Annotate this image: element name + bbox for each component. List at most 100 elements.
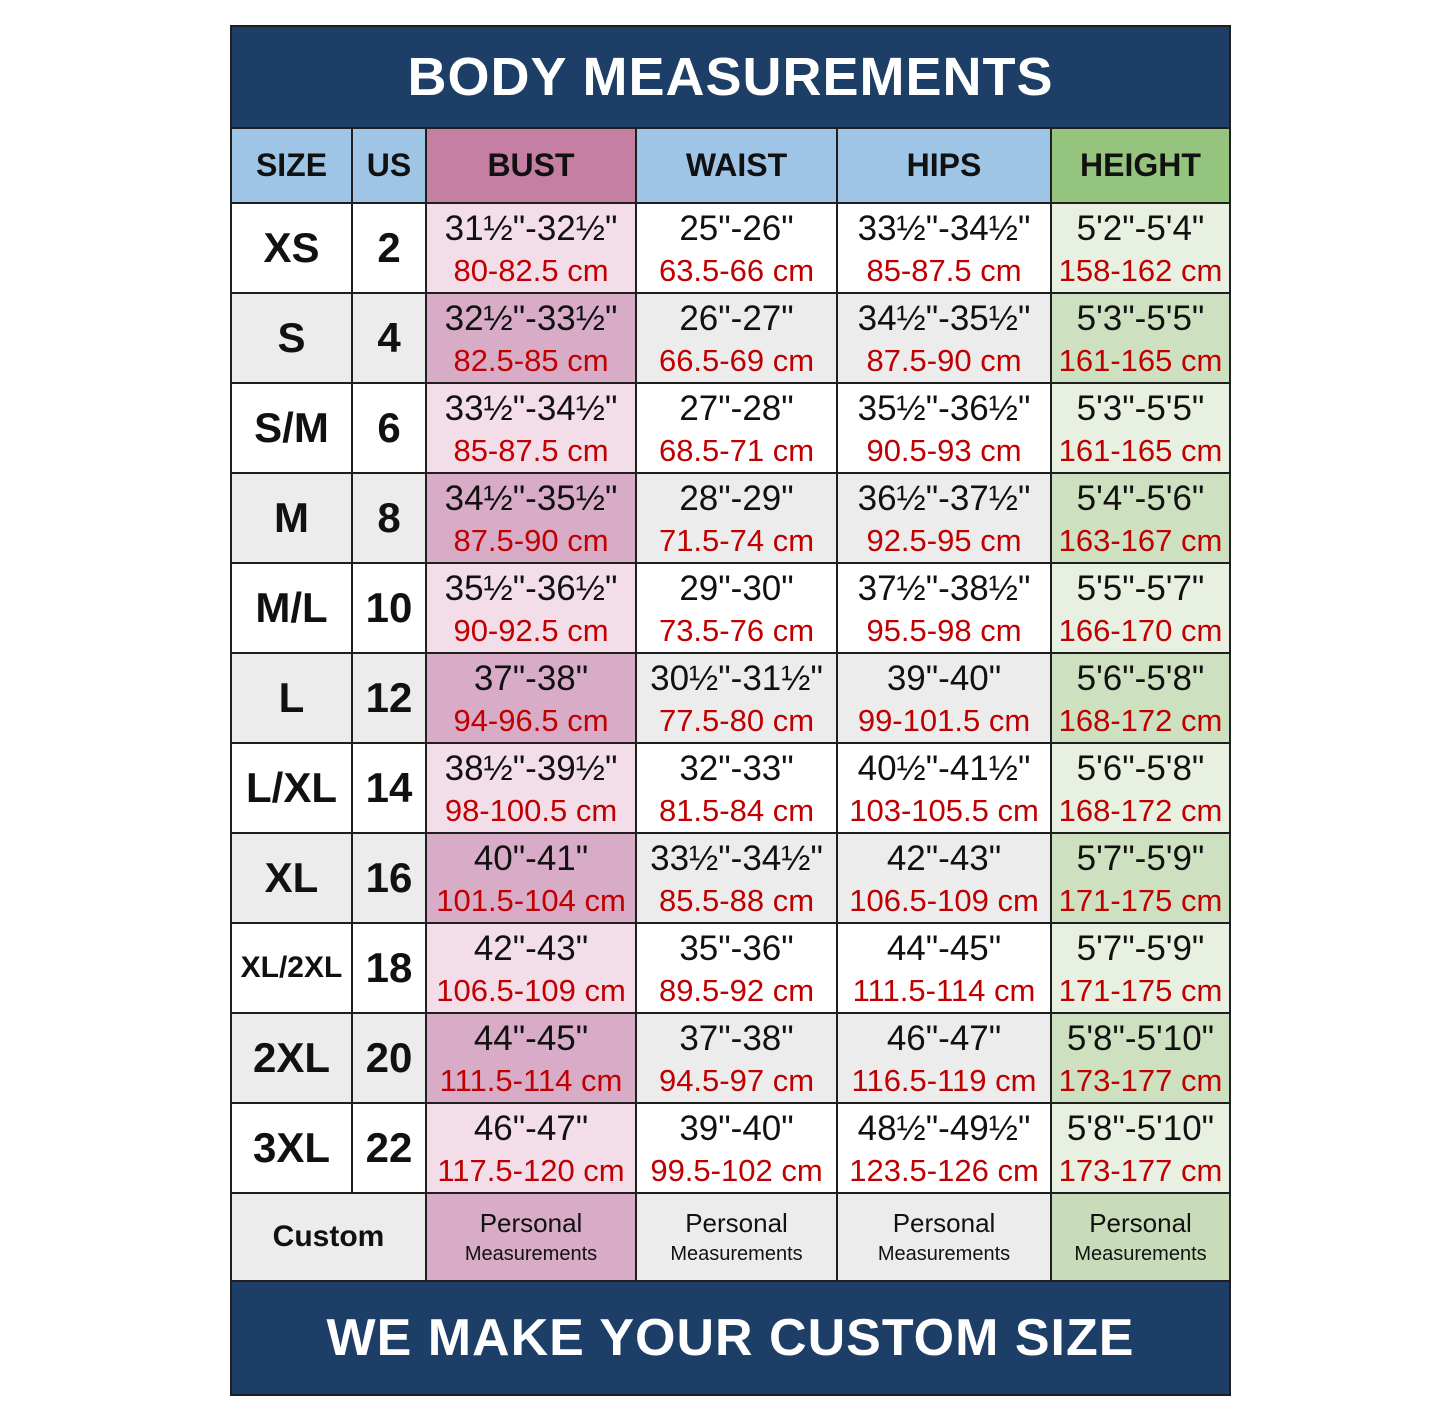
custom-hips-measurements: Measurements <box>877 1243 1011 1265</box>
us-label: 6 <box>377 404 401 451</box>
header-bust: BUST <box>427 129 637 202</box>
waist-cm-value: 81.5-84 cm <box>658 793 815 828</box>
waist-cell: 35"-36" 89.5-92 cm <box>637 924 838 1012</box>
size-cell: XL <box>232 834 353 922</box>
hips-cm-value: 106.5-109 cm <box>849 883 1039 918</box>
us-cell: 10 <box>353 564 427 652</box>
hips-inches-value: 34½"-35½" <box>857 299 1031 338</box>
custom-height-personal: Personal <box>1089 1208 1192 1238</box>
hips-cell: 33½"-34½" 85-87.5 cm <box>838 204 1052 292</box>
bust-cell: 31½"-32½" 80-82.5 cm <box>427 204 637 292</box>
us-cell: 18 <box>353 924 427 1012</box>
size-cell: L <box>232 654 353 742</box>
waist-inches-value: 28"-29" <box>679 479 794 518</box>
hips-inches-value: 35½"-36½" <box>857 389 1031 428</box>
size-label: 3XL <box>252 1124 331 1171</box>
custom-hips-personal: Personal <box>892 1208 996 1238</box>
hips-cm-value: 116.5-119 cm <box>851 1063 1037 1098</box>
custom-waist-personal: Personal <box>685 1208 788 1238</box>
bust-cm-value: 85-87.5 cm <box>453 433 609 468</box>
header-bust-label: BUST <box>487 147 575 183</box>
custom-height-cell: Personal Measurements <box>1052 1194 1229 1280</box>
size-chart-table: BODY MEASUREMENTS SIZE US BUST WAIST HIP… <box>230 25 1231 1396</box>
bust-cell: 38½"-39½" 98-100.5 cm <box>427 744 637 832</box>
table-row: 2XL 20 44"-45" 111.5-114 cm 37"-38" 94.5-97 c… <box>232 1012 1229 1102</box>
height-cell: 5'3"-5'5" 161-165 cm <box>1052 384 1229 472</box>
hips-cell: 37½"-38½" 95.5-98 cm <box>838 564 1052 652</box>
us-cell: 2 <box>353 204 427 292</box>
chart-title: BODY MEASUREMENTS <box>407 47 1054 107</box>
size-label: XS <box>263 224 320 271</box>
table-row: XL 16 40"-41" 101.5-104 cm 33½"-34½" 85.5-88 … <box>232 832 1229 922</box>
bust-cm-value: 87.5-90 cm <box>453 523 609 558</box>
waist-inches-value: 39"-40" <box>679 1109 794 1148</box>
custom-row: Custom Personal Measurements Personal Me… <box>232 1192 1229 1280</box>
waist-inches-value: 37"-38" <box>679 1019 794 1058</box>
waist-inches-value: 29"-30" <box>679 569 794 608</box>
hips-cell: 39"-40" 99-101.5 cm <box>838 654 1052 742</box>
bust-inches-value: 34½"-35½" <box>444 479 618 518</box>
hips-cell: 36½"-37½" 92.5-95 cm <box>838 474 1052 562</box>
waist-inches-value: 25"-26" <box>679 209 794 248</box>
us-cell: 4 <box>353 294 427 382</box>
custom-bust-cell: Personal Measurements <box>427 1194 637 1280</box>
height-cm-value: 171-175 cm <box>1058 973 1223 1008</box>
waist-inches-value: 30½"-31½" <box>650 659 823 698</box>
us-label: 12 <box>365 674 413 721</box>
size-cell: L/XL <box>232 744 353 832</box>
bust-inches-value: 35½"-36½" <box>444 569 618 608</box>
us-label: 22 <box>365 1124 413 1171</box>
hips-cm-value: 87.5-90 cm <box>866 343 1022 378</box>
waist-cell: 26"-27" 66.5-69 cm <box>637 294 838 382</box>
table-row: M/L 10 35½"-36½" 90-92.5 cm 29"-30" 73.5-76 c… <box>232 562 1229 652</box>
size-cell: M <box>232 474 353 562</box>
custom-hips-cell: Personal Measurements <box>838 1194 1052 1280</box>
header-us: US <box>353 129 427 202</box>
bust-cell: 34½"-35½" 87.5-90 cm <box>427 474 637 562</box>
custom-label-cell: Custom <box>232 1194 427 1280</box>
waist-cell: 32"-33" 81.5-84 cm <box>637 744 838 832</box>
height-inches-value: 5'6"-5'8" <box>1076 749 1205 788</box>
size-label: M/L <box>255 584 328 631</box>
bust-inches-value: 46"-47" <box>473 1109 589 1148</box>
waist-cm-value: 94.5-97 cm <box>658 1063 815 1098</box>
us-cell: 6 <box>353 384 427 472</box>
waist-cm-value: 99.5-102 cm <box>650 1153 823 1188</box>
hips-cell: 44"-45" 111.5-114 cm <box>838 924 1052 1012</box>
header-hips-label: HIPS <box>906 147 982 183</box>
bust-inches-value: 38½"-39½" <box>444 749 618 788</box>
hips-inches-value: 33½"-34½" <box>857 209 1031 248</box>
size-label: L/XL <box>246 764 337 811</box>
waist-cell: 33½"-34½" 85.5-88 cm <box>637 834 838 922</box>
height-cm-value: 158-162 cm <box>1058 253 1223 288</box>
height-cell: 5'5"-5'7" 166-170 cm <box>1052 564 1229 652</box>
hips-cell: 48½"-49½" 123.5-126 cm <box>838 1104 1052 1192</box>
table-row: M 8 34½"-35½" 87.5-90 cm 28"-29" 71.5-74 cm 36… <box>232 472 1229 562</box>
waist-cell: 27"-28" 68.5-71 cm <box>637 384 838 472</box>
footer-text: WE MAKE YOUR CUSTOM SIZE <box>326 1309 1135 1367</box>
bust-cm-value: 94-96.5 cm <box>453 703 609 738</box>
hips-cell: 42"-43" 106.5-109 cm <box>838 834 1052 922</box>
header-row: SIZE US BUST WAIST HIPS HEIGHT <box>232 127 1229 202</box>
hips-inches-value: 46"-47" <box>886 1019 1002 1058</box>
us-label: 4 <box>377 314 401 361</box>
height-cm-value: 173-177 cm <box>1058 1153 1223 1188</box>
table-row: XL/2XL 18 42"-43" 106.5-109 cm 35"-36" 89.5-9… <box>232 922 1229 1012</box>
height-cell: 5'2"-5'4" 158-162 cm <box>1052 204 1229 292</box>
header-waist: WAIST <box>637 129 838 202</box>
custom-bust-personal: Personal <box>479 1208 583 1238</box>
us-label: 20 <box>365 1034 413 1081</box>
hips-inches-value: 48½"-49½" <box>857 1109 1031 1148</box>
waist-cm-value: 63.5-66 cm <box>658 253 815 288</box>
bust-cell: 35½"-36½" 90-92.5 cm <box>427 564 637 652</box>
table-row: XS 2 31½"-32½" 80-82.5 cm 25"-26" 63.5-66 cm 3… <box>232 202 1229 292</box>
size-cell: M/L <box>232 564 353 652</box>
us-cell: 20 <box>353 1014 427 1102</box>
size-label: S/M <box>254 404 329 451</box>
height-cell: 5'8"-5'10" 173-177 cm <box>1052 1104 1229 1192</box>
us-label: 16 <box>365 854 413 901</box>
us-label: 10 <box>365 584 413 631</box>
height-cell: 5'6"-5'8" 168-172 cm <box>1052 744 1229 832</box>
waist-inches-value: 35"-36" <box>679 929 794 968</box>
bust-cell: 44"-45" 111.5-114 cm <box>427 1014 637 1102</box>
